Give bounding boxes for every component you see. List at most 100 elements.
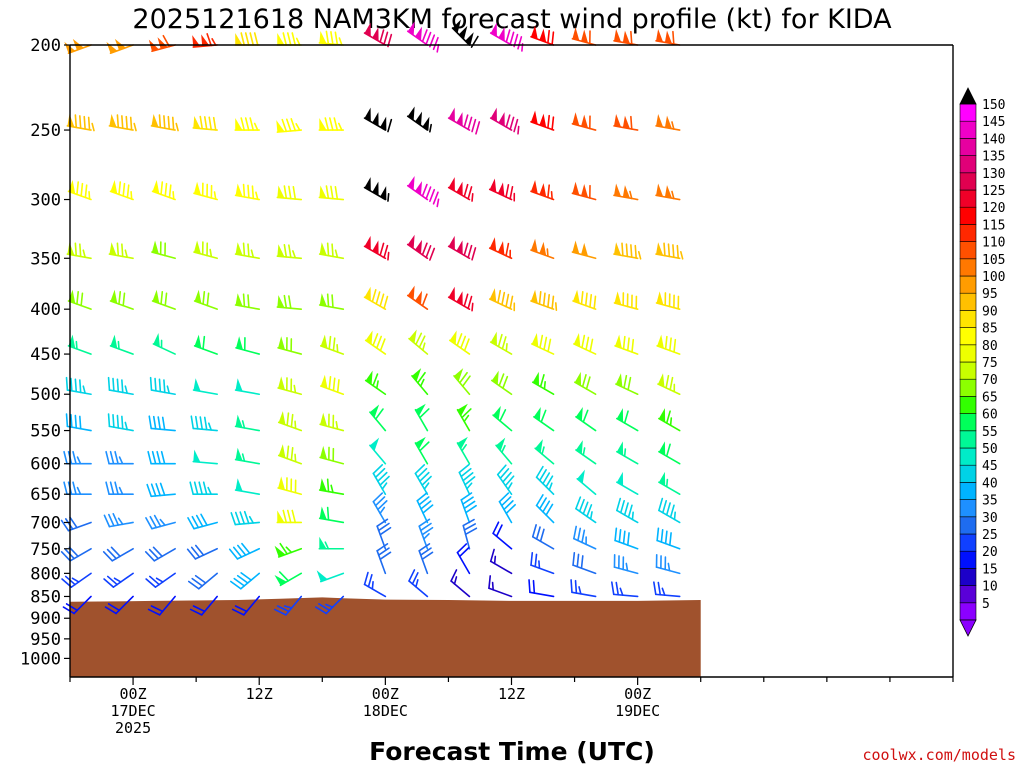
barb-full (656, 527, 660, 542)
wind-barb (447, 177, 474, 202)
barb-staff (318, 489, 345, 496)
barb-pennant (415, 181, 423, 196)
wind-barb (65, 376, 92, 396)
barb-full (60, 519, 70, 532)
barb-staff (67, 300, 92, 310)
barb-full (421, 242, 428, 256)
barb-full (547, 114, 550, 129)
colorbar-label: 125 (982, 184, 1005, 199)
barb-full (60, 551, 72, 562)
wind-barb (147, 450, 176, 465)
barb-full (253, 32, 259, 46)
wind-barb (364, 330, 387, 355)
barb-full (326, 293, 330, 308)
barb-full (418, 335, 426, 349)
barb-full (458, 463, 470, 474)
barb-full (190, 546, 201, 558)
barb-full (150, 483, 157, 497)
barb-full (421, 183, 428, 197)
colorbar-label: 35 (982, 494, 998, 509)
barb-half (667, 562, 671, 572)
barb-staff (534, 447, 555, 465)
barb-pennant (532, 371, 539, 386)
barb-pennant (614, 183, 622, 197)
barb-pennant (657, 373, 665, 388)
barb-pennant (581, 114, 589, 129)
wind-barb (576, 469, 597, 496)
barb-half (423, 533, 430, 540)
wind-barb (318, 293, 345, 310)
barb-pennant (573, 333, 581, 347)
barb-pennant (320, 334, 328, 349)
wind-barb (658, 441, 681, 465)
barb-full (160, 181, 164, 196)
barb-half (538, 560, 541, 570)
plot-area (70, 45, 953, 677)
barb-pennant (235, 378, 243, 392)
barb-full (241, 542, 251, 554)
barb-pennant (452, 19, 461, 34)
barb-full (372, 464, 384, 475)
barb-full (450, 569, 458, 582)
wind-barb (108, 242, 134, 260)
barb-full (112, 377, 115, 392)
barb-full (273, 608, 287, 616)
barb-half (76, 456, 82, 465)
barb-full (145, 578, 157, 588)
wind-barb (146, 482, 176, 498)
colorbar-label: 135 (982, 150, 1005, 165)
wind-barb (62, 595, 92, 615)
barb-full (589, 338, 594, 353)
barb-full (230, 580, 242, 590)
colorbar-cell (959, 258, 977, 277)
barb-full (72, 450, 77, 465)
wind-barb (65, 413, 92, 432)
wind-barb (372, 492, 388, 524)
barb-full (149, 515, 158, 529)
barb-full (288, 185, 292, 200)
barb-pennant (235, 183, 243, 197)
wind-barb (656, 527, 681, 550)
barb-full (669, 337, 672, 352)
barb-full (74, 114, 78, 129)
wind-barb (655, 291, 681, 310)
credit-text: coolwx.com/models (862, 746, 1016, 764)
colorbar-label: 150 (982, 98, 1005, 113)
barb-staff (193, 300, 218, 310)
barb-staff (572, 300, 597, 310)
colorbar-cell (959, 361, 977, 380)
colorbar-label: 50 (982, 442, 998, 457)
barb-full (330, 31, 334, 45)
barb-pennant (274, 574, 287, 586)
barb-full (421, 551, 434, 561)
barb-full (551, 295, 555, 310)
barb-full (539, 374, 545, 388)
barb-full (202, 290, 206, 305)
barb-full (203, 416, 208, 431)
barb-half (130, 190, 133, 200)
barb-full (152, 546, 163, 558)
barb-full (116, 242, 120, 257)
wind-barb (318, 536, 345, 550)
colorbar-label: 85 (982, 322, 998, 337)
barb-half (117, 517, 124, 526)
barb-pennant (530, 238, 538, 253)
colorbar-label: 10 (982, 580, 998, 595)
wind-barb (655, 114, 681, 131)
barb-pennant (574, 371, 582, 386)
barb-full (199, 115, 204, 130)
barb-pennant (193, 181, 201, 196)
wind-barb (571, 240, 597, 260)
barb-full (463, 338, 470, 352)
barb-pennant (498, 112, 505, 127)
barb-full (672, 244, 675, 259)
x-tick-label: 12Z (498, 685, 525, 703)
wind-barb (189, 595, 218, 616)
barb-pennant (372, 181, 379, 196)
wind-barb (66, 114, 95, 132)
barb-staff (495, 444, 513, 465)
barb-staff (276, 306, 303, 310)
wind-barb (498, 492, 516, 524)
barb-full (194, 574, 207, 584)
